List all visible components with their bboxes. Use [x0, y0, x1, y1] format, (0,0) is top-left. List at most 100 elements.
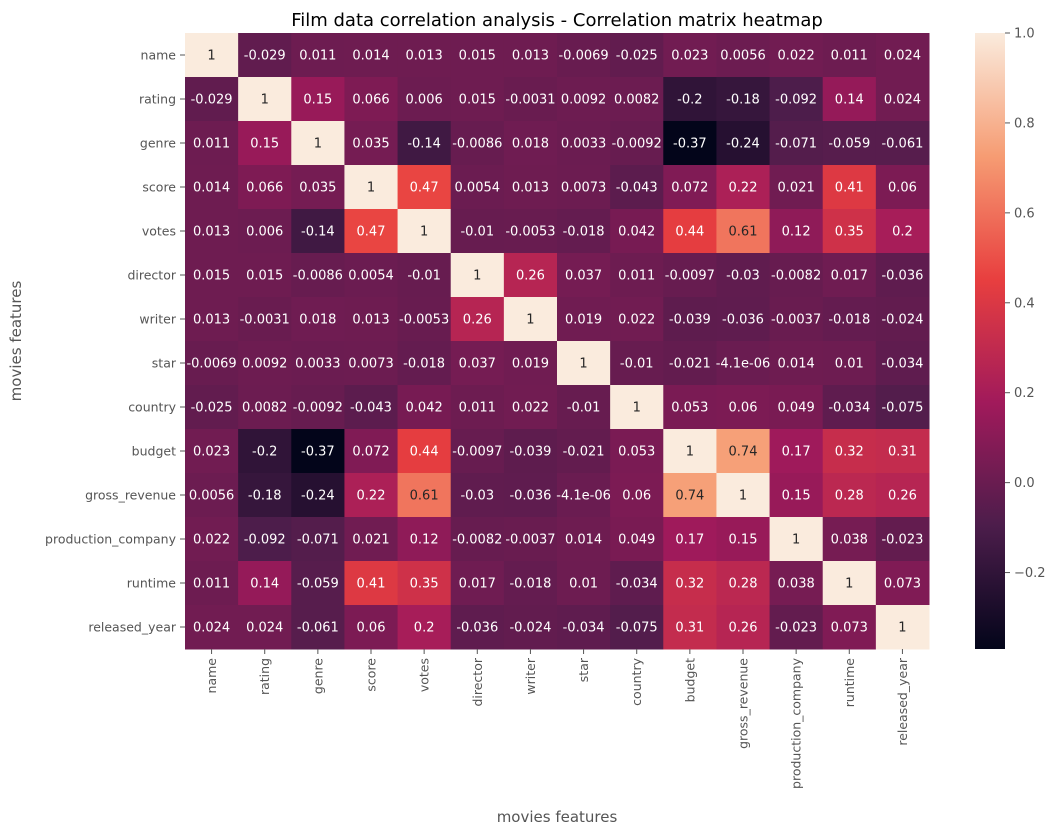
heatmap-cell [291, 77, 345, 122]
cell-label: -0.061 [881, 137, 923, 152]
cell-label: -0.029 [191, 93, 233, 108]
heatmap-cell [663, 209, 717, 254]
cell-label: 0.066 [352, 93, 389, 108]
heatmap-cell [397, 297, 452, 342]
cell-label: 0.015 [246, 269, 283, 284]
cell-label: 0.32 [835, 445, 864, 460]
heatmap-cell [663, 297, 717, 342]
cell-label: -0.01 [567, 401, 601, 416]
heatmap-cell [610, 473, 664, 518]
x-tick-label: budget [682, 658, 697, 702]
cell-label: 0.014 [778, 357, 815, 372]
cell-label: 0.41 [835, 181, 864, 196]
heatmap-cell [238, 561, 292, 606]
cell-label: 0.12 [782, 225, 811, 240]
cell-label: 0.41 [357, 577, 386, 592]
heatmap-cell [557, 209, 611, 254]
heatmap-cell [344, 561, 399, 606]
cell-label: -0.039 [509, 445, 551, 460]
heatmap-cell [610, 121, 664, 166]
x-tick-label: writer [523, 657, 538, 694]
cell-label: 1 [261, 93, 269, 108]
heatmap-cell [716, 605, 771, 650]
cell-label: -0.0082 [452, 533, 502, 548]
heatmap-cell [822, 385, 877, 430]
heatmap-cell [185, 33, 239, 78]
cell-label: 0.073 [884, 577, 921, 592]
cell-label: -0.14 [407, 137, 441, 152]
cell-label: 0.053 [671, 401, 708, 416]
cell-label: -0.0053 [505, 225, 555, 240]
heatmap-cell [291, 385, 345, 430]
heatmap-cell [663, 473, 717, 518]
heatmap-cell [397, 517, 452, 562]
cell-label: -0.0097 [665, 269, 715, 284]
cell-label: -0.023 [881, 533, 923, 548]
heatmap-cell [716, 165, 771, 210]
heatmap-cell [291, 605, 345, 650]
cell-label: -0.043 [350, 401, 392, 416]
heatmap-cell [557, 165, 611, 210]
cell-label: 0.0054 [455, 181, 501, 196]
heatmap-cell [238, 297, 292, 342]
heatmap-cell [663, 605, 717, 650]
heatmap-cell [450, 77, 505, 122]
cell-label: 0.024 [884, 49, 921, 64]
cell-label: -0.061 [297, 621, 339, 636]
colorbar-tick-label: 0.6 [1014, 206, 1035, 221]
cell-label: -0.01 [407, 269, 441, 284]
cell-label: 0.28 [729, 577, 758, 592]
cell-label: -0.034 [563, 621, 605, 636]
heatmap-cell [397, 33, 452, 78]
cell-label: 0.47 [357, 225, 386, 240]
heatmap-cell [769, 33, 824, 78]
cell-label: 1 [845, 577, 853, 592]
heatmap-cell [344, 297, 399, 342]
cell-label: 0.15 [729, 533, 758, 548]
cell-label: -0.018 [403, 357, 445, 372]
colorbar-tick-label: 1.0 [1014, 27, 1035, 42]
cell-label: 0.74 [675, 489, 704, 504]
heatmap-cell [716, 429, 771, 474]
heatmap-cell [716, 473, 771, 518]
heatmap-cell [344, 605, 399, 650]
cell-label: -0.2 [252, 445, 277, 460]
cell-label: 0.22 [357, 489, 386, 504]
cell-label: 0.017 [831, 269, 868, 284]
cell-label: 0.038 [831, 533, 868, 548]
heatmap-cell [769, 209, 824, 254]
heatmap-cell [716, 209, 771, 254]
heatmap-cell [503, 121, 558, 166]
cell-label: 0.0054 [348, 269, 394, 284]
cell-label: 0.022 [618, 313, 655, 328]
cell-label: -0.075 [616, 621, 658, 636]
heatmap-cell [185, 165, 239, 210]
heatmap-cell [557, 385, 611, 430]
cell-label: -0.092 [244, 533, 286, 548]
cell-label: -4.1e-06 [716, 357, 771, 372]
heatmap-cell [344, 209, 399, 254]
cell-label: 0.024 [246, 621, 283, 636]
heatmap-cell [397, 165, 452, 210]
y-tick-label: released_year [88, 620, 177, 635]
heatmap-cell [610, 605, 664, 650]
cell-label: -0.092 [775, 93, 817, 108]
x-tick-label: gross_revenue [736, 658, 751, 749]
heatmap-cell [610, 385, 664, 430]
cell-label: -0.025 [191, 401, 233, 416]
heatmap-cell [875, 473, 930, 518]
cell-label: -0.071 [297, 533, 339, 548]
cell-label: 0.01 [835, 357, 864, 372]
heatmap-cell [875, 517, 930, 562]
cell-label: 1 [420, 225, 428, 240]
heatmap-cell [875, 561, 930, 606]
heatmap-cell [557, 429, 611, 474]
cell-label: -0.0031 [505, 93, 555, 108]
cell-label: -0.0037 [771, 313, 821, 328]
heatmap-cell [557, 253, 611, 298]
colorbar-tick-label: 0.8 [1014, 116, 1035, 131]
heatmap-cell [716, 561, 771, 606]
heatmap-cell [663, 253, 717, 298]
heatmap-cell [610, 341, 664, 386]
